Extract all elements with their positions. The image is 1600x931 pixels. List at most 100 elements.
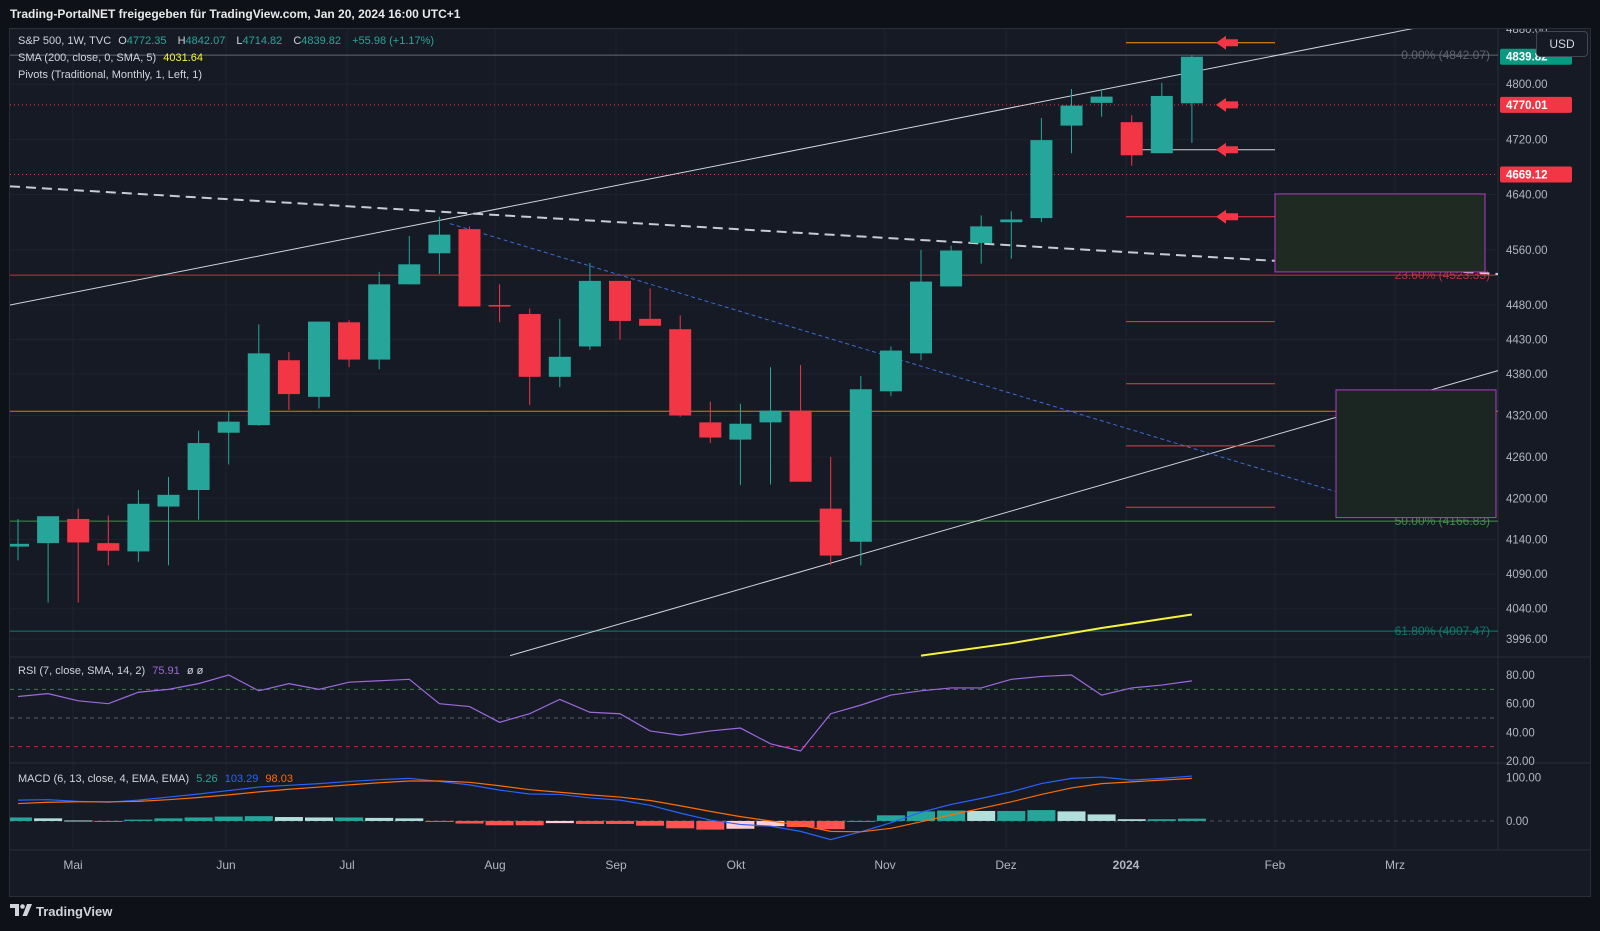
price-tick-label: 4800.00: [1506, 79, 1548, 91]
price-tick-label: 4090.00: [1506, 569, 1548, 581]
price-tick-label: 4260.00: [1506, 452, 1548, 464]
candle-body: [1030, 140, 1053, 219]
candle-body: [518, 314, 541, 377]
candle-body: [970, 226, 993, 243]
rsi-legend-label: RSI (7, close, SMA, 14, 2): [18, 665, 146, 677]
currency-button[interactable]: USD: [1536, 31, 1588, 57]
candle-body: [729, 423, 752, 440]
macd-histogram-bar: [696, 820, 725, 830]
time-tick-label: Dez: [995, 858, 1016, 872]
tradingview-logo-icon: [10, 904, 32, 919]
macd-histogram-bar: [1147, 819, 1176, 821]
price-tick-label: 4040.00: [1506, 604, 1548, 616]
candle-body: [428, 234, 451, 254]
candle-body: [277, 360, 300, 395]
macd-pane[interactable]: 100.00 0.00: [10, 773, 1541, 841]
time-tick-label: 2024: [1113, 858, 1140, 872]
rsi-legend-value: 75.91: [152, 665, 180, 677]
price-tick-label: 4640.00: [1506, 190, 1548, 202]
rsi-pane[interactable]: 80.00 60.00 40.00 20.00: [10, 670, 1535, 768]
candle-body: [609, 280, 631, 321]
price-tick-label: 4200.00: [1506, 493, 1548, 505]
candle-body: [1150, 95, 1173, 154]
fib-label: 0.00% (4842.07): [1401, 48, 1490, 62]
macd-histogram-bar: [455, 820, 484, 824]
lower-trendline: [509, 370, 1499, 657]
macd-histogram-bar: [214, 816, 243, 821]
time-tick-label: Mai: [63, 858, 82, 872]
price-tick-label: 4320.00: [1506, 410, 1548, 422]
sma-line: [920, 613, 1193, 657]
macd-histogram-bar: [184, 817, 213, 821]
candle-body: [488, 305, 511, 307]
arrow-left-icon: [1216, 97, 1238, 112]
macd-histogram-bar: [94, 820, 123, 822]
candle-body: [10, 543, 29, 547]
macd-histogram-bar: [907, 811, 935, 821]
footer-brand[interactable]: TradingView: [10, 904, 112, 919]
chart-pane[interactable]: 0.00% (4842.07)23.60% (4523.35)38.20% (4…: [9, 28, 1591, 897]
candle-body: [338, 322, 361, 360]
dashed-trendline: [10, 185, 1499, 275]
low-value: 4714.82: [242, 35, 283, 47]
candle-body: [639, 318, 662, 326]
signal-line: [17, 777, 1192, 833]
macd-histogram-bar: [575, 820, 604, 824]
price-tick-label: 4140.00: [1506, 535, 1548, 547]
open-label: O: [118, 35, 127, 47]
rsi-tick-label: 60.00: [1506, 699, 1535, 711]
macd-histogram-bar: [515, 820, 544, 826]
candle-body: [127, 503, 150, 552]
macd-histogram-bar: [305, 817, 333, 821]
price-badge: [1500, 96, 1572, 113]
price-tick-label: 4720.00: [1506, 134, 1548, 146]
macd-histogram-bar: [34, 818, 63, 821]
header-title: Trading-PortalNET freigegeben für Tradin…: [10, 7, 461, 21]
time-axis[interactable]: Mai Jun Jul Aug Sep Okt Nov Dez 2024 Feb Mrz: [63, 858, 1405, 872]
candles[interactable]: [10, 55, 1203, 603]
macd-legend-hist: 5.26: [196, 773, 218, 785]
macd-histogram-bar: [425, 820, 454, 822]
candle-body: [578, 280, 601, 347]
symbol-label[interactable]: S&P 500, 1W, TVC: [18, 35, 112, 47]
macd-histogram-bar: [365, 817, 394, 821]
candle-body: [37, 516, 60, 544]
candle-body: [879, 350, 902, 392]
macd-legend-macd: 103.29: [224, 773, 259, 785]
grid-lines: [10, 29, 1590, 851]
sma-legend-value: 4031.64: [163, 52, 203, 64]
open-value: 4772.35: [126, 35, 167, 47]
macd-histogram-bar: [1177, 818, 1206, 821]
candle-body: [308, 321, 330, 397]
sma-legend[interactable]: SMA (200, close, 0, SMA, 5) 4031.64: [18, 52, 207, 64]
candle-body: [669, 329, 692, 416]
rsi-legend[interactable]: RSI (7, close, SMA, 14, 2) 75.91 ø ø: [18, 665, 207, 677]
time-tick-label: Okt: [727, 858, 746, 872]
macd-legend-label: MACD (6, 13, close, 4, EMA, EMA): [18, 773, 190, 785]
macd-histogram-bar: [1087, 814, 1116, 821]
macd-tick-label: 0.00: [1506, 816, 1528, 828]
price-tick-label: 4560.00: [1506, 245, 1548, 257]
pivots-legend[interactable]: Pivots (Traditional, Monthly, 1, Left, 1…: [18, 69, 206, 81]
candle-body: [368, 284, 391, 360]
macd-histogram-bar: [154, 818, 183, 821]
macd-histogram-bar: [124, 819, 153, 821]
macd-histogram-bar: [274, 817, 303, 821]
close-label: C: [293, 35, 302, 47]
candle-body: [849, 389, 872, 542]
price-tick-label: 4480.00: [1506, 300, 1548, 312]
price-tick-label: 3996.00: [1506, 634, 1548, 646]
price-axis[interactable]: 4880.00 4800.00 4720.00 4640.00 4560.00 4480.…: [1500, 29, 1572, 646]
price-badge-label: 4770.01: [1506, 100, 1548, 112]
chart-canvas[interactable]: 0.00% (4842.07)23.60% (4523.35)38.20% (4…: [10, 29, 1590, 896]
high-label: H: [177, 35, 186, 47]
macd-histogram-bar: [816, 820, 845, 830]
rsi-tick-label: 40.00: [1506, 727, 1535, 739]
change-value: +55.98 (+1.17%): [352, 35, 435, 47]
candle-body: [67, 518, 90, 543]
candle-body: [789, 410, 812, 482]
macd-legend[interactable]: MACD (6, 13, close, 4, EMA, EMA) 5.26 10…: [18, 773, 297, 785]
macd-histogram-bar: [967, 810, 996, 821]
candle-body: [1090, 96, 1113, 103]
macd-histogram-bar: [485, 820, 514, 826]
